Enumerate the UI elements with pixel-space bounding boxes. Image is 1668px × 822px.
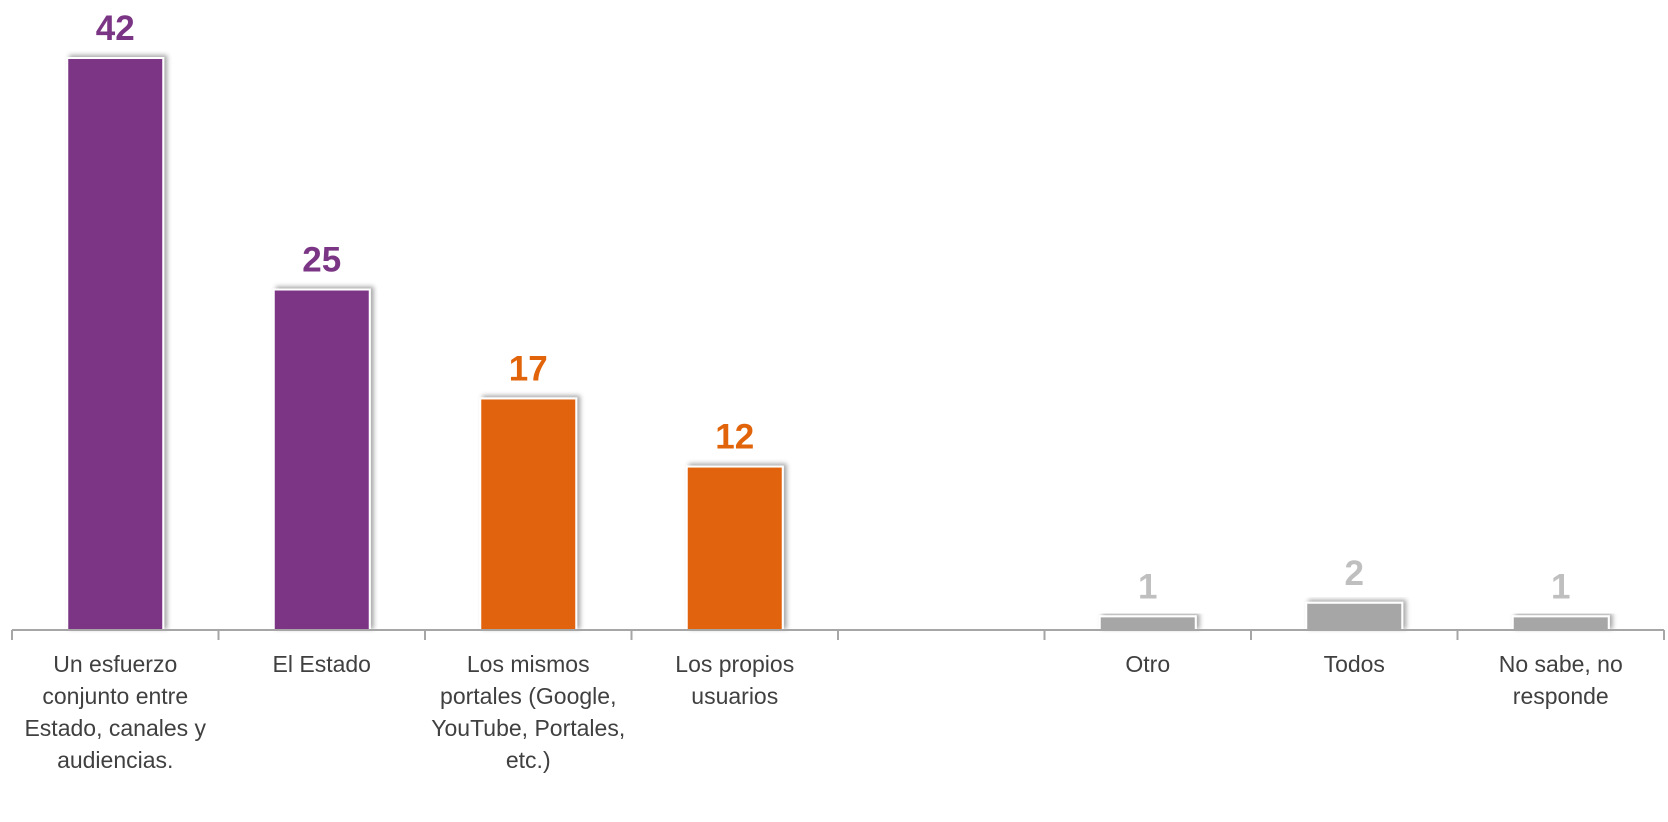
bar xyxy=(685,465,784,632)
bar xyxy=(1098,615,1197,632)
x-tick-label: El Estado xyxy=(272,651,371,677)
data-label: 42 xyxy=(96,9,135,48)
bar xyxy=(1305,601,1404,631)
x-tick-label: Otro xyxy=(1125,651,1171,677)
x-tick-label: Un esfuerzo conjunto entre Estado, canal… xyxy=(24,651,207,773)
data-label: 1 xyxy=(1551,567,1570,606)
data-label: 12 xyxy=(715,418,754,457)
bar xyxy=(272,288,371,631)
x-tick-label: Los mismos portales (Google, YouTube, Po… xyxy=(431,651,626,773)
data-label: 2 xyxy=(1345,554,1364,593)
x-tick-label: Todos xyxy=(1323,651,1385,677)
data-label: 25 xyxy=(302,241,341,280)
x-tick-label: No sabe, no responde xyxy=(1498,651,1623,709)
data-label: 1 xyxy=(1138,567,1157,606)
x-tick-label: Los propios usuarios xyxy=(675,651,795,709)
bar xyxy=(479,397,578,631)
data-label: 17 xyxy=(509,349,548,388)
bar xyxy=(1511,615,1610,632)
bar xyxy=(66,57,165,631)
